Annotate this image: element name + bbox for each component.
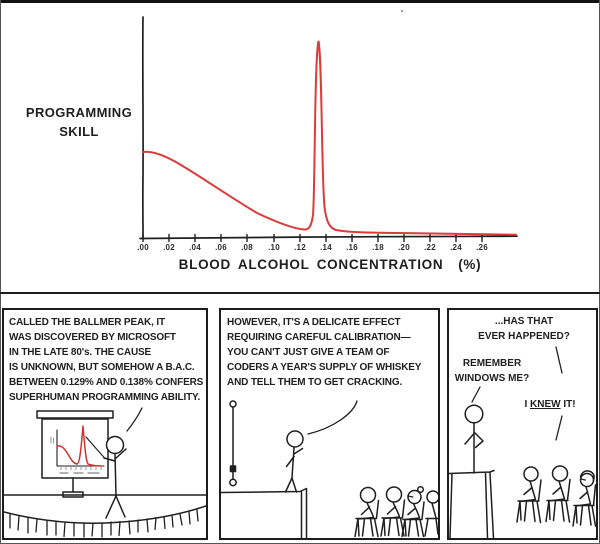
x-tick-label: .26 xyxy=(476,243,488,252)
audience-member-with-bun xyxy=(401,485,425,538)
x-tick-label: .20 xyxy=(398,243,410,252)
x-tick-label: .04 xyxy=(189,243,201,252)
panel-1-caption: CALLED THE BALLMER PEAK, IT WAS DISCOVER… xyxy=(9,317,204,403)
mini-skill-curve xyxy=(56,425,103,467)
presenter-legs xyxy=(105,495,126,519)
x-tick-label: .14 xyxy=(320,243,332,252)
panel-divider-line xyxy=(0,292,600,294)
stage-edge xyxy=(4,494,206,538)
audience-row xyxy=(516,465,596,527)
glasses xyxy=(407,495,414,498)
comic-panel-1: CALLED THE BALLMER PEAK, IT WAS DISCOVER… xyxy=(2,308,208,540)
y-axis-label: PROGRAMMING SKILL xyxy=(25,105,133,139)
x-axis xyxy=(139,235,518,240)
audience-member-partial xyxy=(424,490,438,537)
hair xyxy=(579,470,595,481)
audience-member-with-hair xyxy=(572,470,596,527)
audience-member xyxy=(545,465,571,523)
x-tick-label: .22 xyxy=(424,243,436,252)
speech-pointer-line-question xyxy=(555,346,563,374)
presenter-figure xyxy=(85,435,127,519)
speaker-arm-down xyxy=(464,432,475,445)
speaker-head xyxy=(286,430,304,448)
image-border-top xyxy=(0,0,600,3)
stage-hatching xyxy=(9,509,199,538)
x-tick-label: .16 xyxy=(346,243,358,252)
comic-panel-2: HOWEVER, IT'S A DELICATE EFFECT REQUIRIN… xyxy=(219,308,440,540)
panel-3-scene xyxy=(449,346,596,538)
presenter-head xyxy=(105,435,125,455)
x-tick-label: .10 xyxy=(268,243,280,252)
stage-platform xyxy=(221,487,308,538)
speaker-reply-text: REMEMBER WINDOWS ME? xyxy=(454,358,530,384)
speaker-figure xyxy=(464,404,484,474)
speech-pointer-line xyxy=(126,407,143,432)
speaker-arm-down xyxy=(285,455,295,468)
stray-ink-speck xyxy=(400,9,404,13)
image-border-left xyxy=(0,0,1,544)
speaker-head xyxy=(464,404,484,424)
comic-panel-3: ...HAS THAT EVER HAPPENED? REMEMBER WIND… xyxy=(447,308,598,540)
audience-member xyxy=(380,486,406,537)
x-tick-label: .18 xyxy=(372,243,384,252)
presenter-body xyxy=(114,452,117,497)
hair-bun xyxy=(416,485,425,494)
panel-2-scene xyxy=(221,400,438,538)
speaker-figure xyxy=(284,430,304,493)
audience-member xyxy=(354,486,380,538)
speech-pointer-line xyxy=(307,400,358,435)
x-tick-label: .24 xyxy=(450,243,462,252)
skill-vs-bac-chart xyxy=(139,9,518,243)
speech-pointer-line-reply xyxy=(471,386,481,403)
presenter-arm-raised xyxy=(114,448,127,460)
speaker-arm-bent xyxy=(473,431,484,449)
x-axis-tick-marks xyxy=(142,233,483,243)
speech-pointer-line-exclaim xyxy=(555,415,563,441)
podium xyxy=(449,469,495,538)
skill-curve xyxy=(142,40,517,236)
speaker-arm-up xyxy=(293,447,304,455)
speaker-body xyxy=(291,446,295,479)
x-axis-label: BLOOD ALCOHOL CONCENTRATION (%) xyxy=(178,257,482,272)
audience-row xyxy=(354,485,438,538)
x-tick-label: .00 xyxy=(137,243,149,252)
audience-question-text: ...HAS THAT EVER HAPPENED? xyxy=(478,316,570,342)
presenter-arm-pointing xyxy=(103,457,116,462)
x-tick-label: .08 xyxy=(241,243,253,252)
audience-exclamation-text: I KNEW IT! xyxy=(524,399,576,410)
panel-1-scene xyxy=(4,407,206,538)
pointer-stick xyxy=(85,436,106,460)
panel-2-caption: HOWEVER, IT'S A DELICATE EFFECT REQUIRIN… xyxy=(227,317,422,388)
speaker-legs xyxy=(284,477,298,493)
microphone-stand xyxy=(229,400,237,487)
x-tick-label: .12 xyxy=(294,243,306,252)
x-tick-label: .06 xyxy=(215,243,227,252)
glasses xyxy=(580,478,586,481)
x-tick-label: .02 xyxy=(163,243,175,252)
audience-member xyxy=(516,466,542,524)
mini-chart-scribbles xyxy=(50,436,102,474)
